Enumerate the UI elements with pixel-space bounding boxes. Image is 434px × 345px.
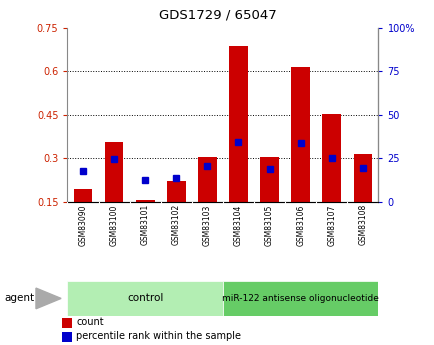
Bar — [229, 47, 247, 202]
Bar — [167, 181, 185, 202]
Bar — [260, 157, 278, 202]
Bar — [62, 332, 71, 342]
Text: GSM83101: GSM83101 — [140, 204, 149, 245]
Text: GSM83106: GSM83106 — [296, 204, 305, 246]
Bar — [291, 67, 309, 202]
Text: GSM83103: GSM83103 — [202, 204, 211, 246]
Bar — [135, 200, 154, 202]
Text: GSM83104: GSM83104 — [233, 204, 243, 246]
Text: GSM83105: GSM83105 — [264, 204, 273, 246]
Bar — [67, 281, 222, 316]
Polygon shape — [36, 288, 61, 309]
Bar — [322, 114, 340, 202]
Bar — [73, 189, 92, 202]
Text: control: control — [127, 294, 163, 303]
Bar — [62, 318, 71, 328]
Text: miR-122 antisense oligonucleotide: miR-122 antisense oligonucleotide — [222, 294, 378, 303]
Bar — [353, 154, 372, 202]
Text: GSM83107: GSM83107 — [326, 204, 335, 246]
Text: percentile rank within the sample: percentile rank within the sample — [76, 332, 241, 342]
Text: GSM83090: GSM83090 — [78, 204, 87, 246]
Text: GSM83108: GSM83108 — [358, 204, 367, 245]
Text: GSM83100: GSM83100 — [109, 204, 118, 246]
Text: agent: agent — [4, 294, 34, 303]
Text: GDS1729 / 65047: GDS1729 / 65047 — [158, 9, 276, 22]
Bar — [105, 142, 123, 202]
Text: count: count — [76, 317, 104, 327]
Bar — [222, 281, 378, 316]
Text: GSM83102: GSM83102 — [171, 204, 181, 245]
Bar — [197, 157, 216, 202]
